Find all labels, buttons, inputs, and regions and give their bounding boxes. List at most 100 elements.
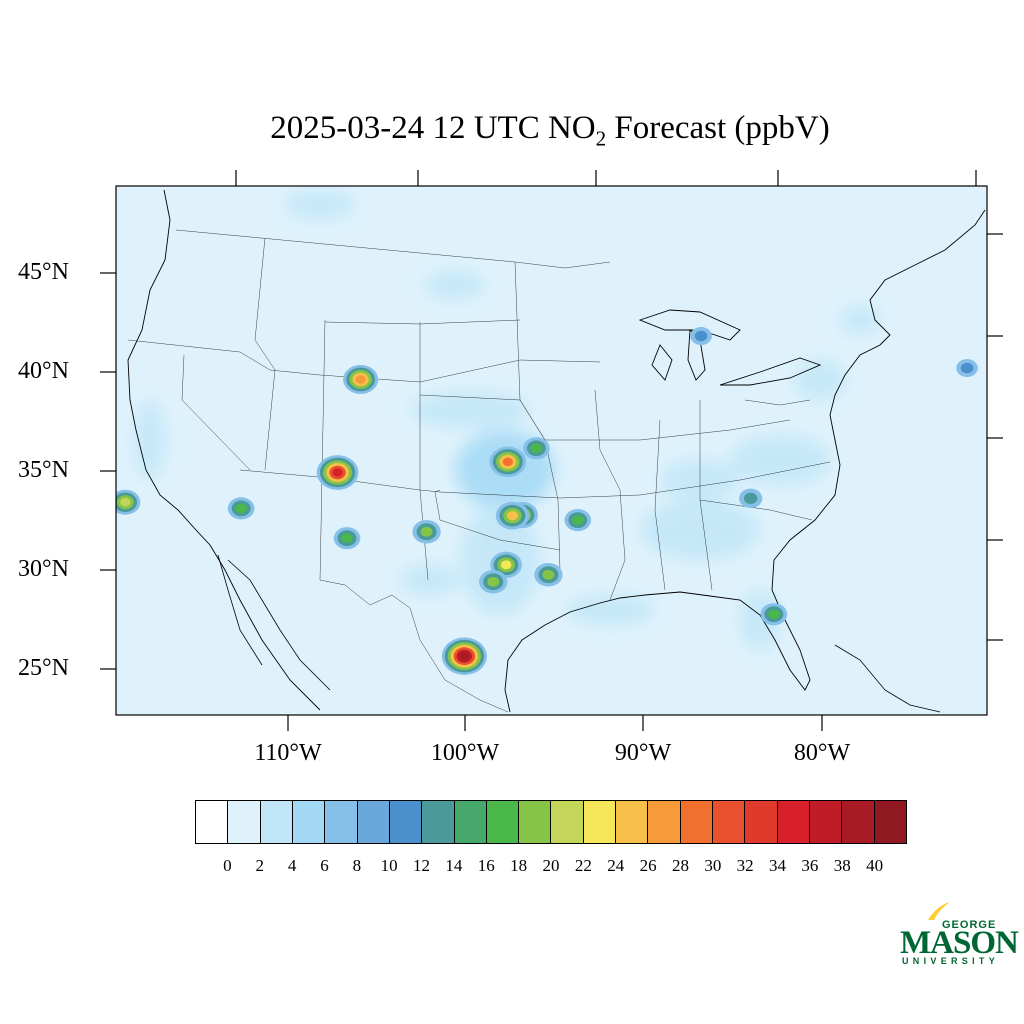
lon-label-100w: 100°W bbox=[430, 740, 500, 766]
hotspot-contour bbox=[960, 362, 974, 374]
colorbar-swatch bbox=[874, 801, 906, 843]
logo-university: UNIVERSITY bbox=[902, 956, 1000, 966]
hotspot-contour bbox=[459, 652, 470, 661]
lat-label-30: 30°N bbox=[18, 556, 69, 582]
hotspot-chicago bbox=[690, 327, 712, 346]
hotspot-contour bbox=[129, 146, 166, 177]
hotspot-tulsa bbox=[523, 437, 550, 460]
baja-coastline bbox=[217, 554, 331, 691]
logo-george: GEORGE bbox=[942, 919, 997, 931]
colorbar-swatch bbox=[196, 801, 229, 843]
hotspot-fort-worth bbox=[495, 501, 530, 530]
title-text: 2025-03-24 12 UTC NO bbox=[270, 110, 596, 146]
state-borders bbox=[127, 229, 831, 713]
colorbar-tick-label: 38 bbox=[833, 856, 851, 875]
hotspot-oklahoma-city bbox=[489, 446, 527, 478]
map-tick-marks bbox=[100, 170, 1003, 731]
hotspot-albuquerque bbox=[316, 455, 359, 490]
colorbar-tick-label: 28 bbox=[671, 856, 689, 875]
hotspot-san-antonio bbox=[479, 569, 508, 594]
hotspot-contour bbox=[341, 533, 353, 543]
colorbar-tick-label: 8 bbox=[352, 856, 362, 875]
lat-label-45: 45°N bbox=[18, 259, 69, 285]
colorbar-swatch bbox=[519, 801, 552, 843]
hotspot-contour bbox=[506, 511, 518, 521]
colorbar-swatch bbox=[454, 801, 487, 843]
hotspot-contour bbox=[487, 576, 500, 587]
colorbar-swatch bbox=[325, 801, 358, 843]
colorbar-tick-label: 36 bbox=[801, 856, 819, 875]
caribbean-coastline bbox=[834, 644, 941, 713]
lat-label-40: 40°N bbox=[18, 358, 69, 384]
hotspot-contour bbox=[768, 609, 780, 619]
colorbar-tick-label: 18 bbox=[510, 856, 528, 875]
hotspot-contour bbox=[235, 503, 247, 514]
colorbar-tick-label: 30 bbox=[704, 856, 722, 875]
map-background bbox=[116, 186, 987, 715]
hotspot-contour bbox=[500, 560, 512, 570]
hotspot-shreveport bbox=[564, 509, 592, 532]
colorbar-swatch bbox=[842, 801, 875, 843]
hotspot-el-paso bbox=[333, 527, 361, 550]
hotspot-houston bbox=[534, 562, 563, 587]
hotspot-atlanta bbox=[738, 488, 763, 509]
hotspot-tampa bbox=[760, 603, 788, 626]
colorbar-tick-label: 14 bbox=[445, 856, 463, 875]
colorbar-swatch bbox=[648, 801, 681, 843]
colorbar-swatch bbox=[389, 801, 423, 843]
colorbar-tick-label: 20 bbox=[542, 856, 560, 875]
east-gulf-coastline bbox=[504, 209, 986, 713]
map-frame bbox=[115, 185, 988, 716]
colorbar-tick-label: 26 bbox=[639, 856, 657, 875]
great-lakes bbox=[638, 309, 822, 386]
colorbar-swatch bbox=[260, 801, 293, 843]
title-suffix: Forecast (ppbV) bbox=[606, 110, 830, 146]
lon-label-110w: 110°W bbox=[254, 740, 322, 766]
hotspot-contour bbox=[743, 492, 758, 504]
hotspot-new-york bbox=[956, 359, 978, 378]
hotspot-contour bbox=[572, 515, 584, 525]
hotspot-contour bbox=[132, 149, 162, 174]
hotspot-contour bbox=[332, 468, 343, 477]
west-coastline bbox=[127, 189, 321, 711]
colorbar-tick-label: 24 bbox=[607, 856, 625, 875]
hotspot-contour bbox=[694, 330, 708, 342]
lon-label-90w: 90°W bbox=[614, 740, 672, 766]
colorbar-swatch bbox=[486, 801, 520, 843]
no2-hotspots bbox=[17, 143, 978, 675]
gmu-logo: GEORGE MASON UNIVERSITY bbox=[898, 898, 1019, 970]
hotspot-contour bbox=[355, 375, 366, 384]
colorbar-swatch bbox=[777, 801, 810, 843]
hotspot-midland bbox=[412, 519, 441, 544]
colorbar-tick-label: 32 bbox=[736, 856, 754, 875]
logo-swoosh-icon bbox=[928, 902, 950, 920]
colorbar-swatch bbox=[357, 801, 390, 843]
hotspot-los-angeles bbox=[116, 489, 141, 515]
hotspot-contour bbox=[136, 152, 160, 172]
colorbar-swatch bbox=[583, 801, 617, 843]
colorbar-tick-label: 16 bbox=[477, 856, 495, 875]
colorbar-swatch bbox=[422, 801, 455, 843]
colorbar-swatch bbox=[745, 801, 778, 843]
logo-mason: MASON bbox=[900, 925, 1019, 961]
colorbar-tick-label: 6 bbox=[320, 856, 329, 875]
colorbar-swatch bbox=[713, 801, 746, 843]
colorbar-swatch bbox=[292, 801, 326, 843]
colorbar bbox=[195, 800, 907, 844]
colorbar-tick-label: 10 bbox=[380, 856, 398, 875]
hotspot-contour bbox=[142, 157, 152, 166]
hotspot-contour bbox=[126, 143, 169, 179]
colorbar-swatch bbox=[551, 801, 584, 843]
lat-label-25: 25°N bbox=[18, 655, 69, 681]
hotspot-calgary bbox=[126, 143, 169, 179]
hotspot-contour bbox=[17, 422, 45, 446]
hotspot-contour bbox=[25, 429, 37, 439]
hotspot-contour bbox=[21, 425, 41, 442]
hotspot-phoenix bbox=[227, 497, 255, 520]
colorbar-swatch bbox=[809, 801, 843, 843]
hotspot-contour bbox=[542, 569, 555, 580]
hotspot-contour bbox=[120, 497, 131, 507]
colorbar-tick-label: 12 bbox=[413, 856, 431, 875]
title-subscript: 2 bbox=[595, 126, 607, 151]
